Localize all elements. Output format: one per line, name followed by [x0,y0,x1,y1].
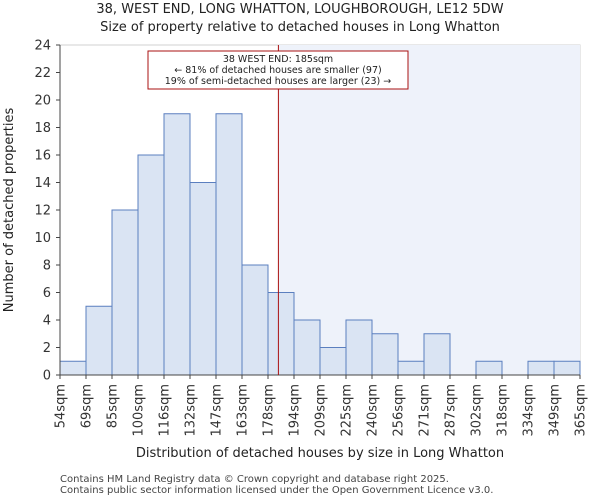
bar-85sqm [111,209,139,376]
x-tick-label-225sqm: 225sqm [340,384,355,437]
bar-194sqm [293,319,321,376]
x-tick-label-334sqm: 334sqm [522,384,537,437]
y-tick-label-8: 8 [43,259,51,274]
x-tick-label-271sqm: 271sqm [418,384,433,437]
y-tick-label-22: 22 [34,66,51,81]
x-tick-label-209sqm: 209sqm [314,384,329,437]
bar-54sqm [59,360,87,376]
bar-116sqm [163,113,191,376]
x-tick-label-194sqm: 194sqm [288,384,303,437]
x-tick-label-302sqm: 302sqm [470,384,485,437]
bar-349sqm [553,360,581,376]
x-tick-label-365sqm: 365sqm [574,384,589,437]
bar-147sqm [215,113,243,376]
x-tick-label-85sqm: 85sqm [106,384,121,428]
annotation-line-2: ← 81% of detached houses are smaller (97… [174,65,381,76]
y-tick-label-0: 0 [43,369,51,384]
y-axis-label: Number of detached properties [2,108,17,313]
x-tick-label-178sqm: 178sqm [262,384,277,437]
x-tick-label-287sqm: 287sqm [444,384,459,437]
x-tick-label-116sqm: 116sqm [158,384,173,437]
annotation-line-1: 38 WEST END: 185sqm [223,54,333,65]
bar-132sqm [189,182,217,376]
bar-209sqm [319,347,347,376]
y-tick-label-10: 10 [34,231,51,246]
x-tick-label-256sqm: 256sqm [392,384,407,437]
x-axis-label: Distribution of detached houses by size … [136,446,504,461]
x-tick-label-132sqm: 132sqm [184,384,199,437]
bar-256sqm [397,360,425,376]
y-tick-label-6: 6 [43,286,51,301]
bar-178sqm [267,292,295,376]
y-tick-label-12: 12 [34,204,51,219]
bar-163sqm [241,264,269,376]
bar-240sqm [371,333,399,376]
footer-line1: Contains HM Land Registry data © Crown c… [60,474,449,485]
bar-225sqm [345,319,373,376]
y-tick-label-18: 18 [34,121,51,136]
y-tick-label-24: 24 [34,39,51,54]
footer-line2: Contains public sector information licen… [60,485,494,496]
x-tick-label-240sqm: 240sqm [366,384,381,437]
annotation-box [147,50,409,90]
y-tick-label-14: 14 [34,176,51,191]
x-tick-label-163sqm: 163sqm [236,384,251,437]
y-tick-label-4: 4 [43,314,51,329]
chart-title-line2: Size of property relative to detached ho… [100,20,500,35]
x-tick-label-147sqm: 147sqm [210,384,225,437]
bar-271sqm [423,333,451,376]
bar-69sqm [85,305,113,376]
x-tick-label-54sqm: 54sqm [54,384,69,428]
chart-title-line1: 38, WEST END, LONG WHATTON, LOUGHBOROUGH… [96,2,504,17]
y-tick-label-2: 2 [43,341,51,356]
x-tick-label-100sqm: 100sqm [132,384,147,437]
y-tick-label-16: 16 [34,149,51,164]
x-tick-label-349sqm: 349sqm [548,384,563,437]
larger-region-shade [278,45,580,375]
bar-302sqm [475,360,503,376]
bar-100sqm [137,154,165,376]
annotation-line-3: 19% of semi-detached houses are larger (… [165,76,392,87]
x-tick-label-318sqm: 318sqm [496,384,511,437]
y-tick-label-20: 20 [34,94,51,109]
x-tick-label-69sqm: 69sqm [80,384,95,428]
bar-334sqm [527,360,555,376]
